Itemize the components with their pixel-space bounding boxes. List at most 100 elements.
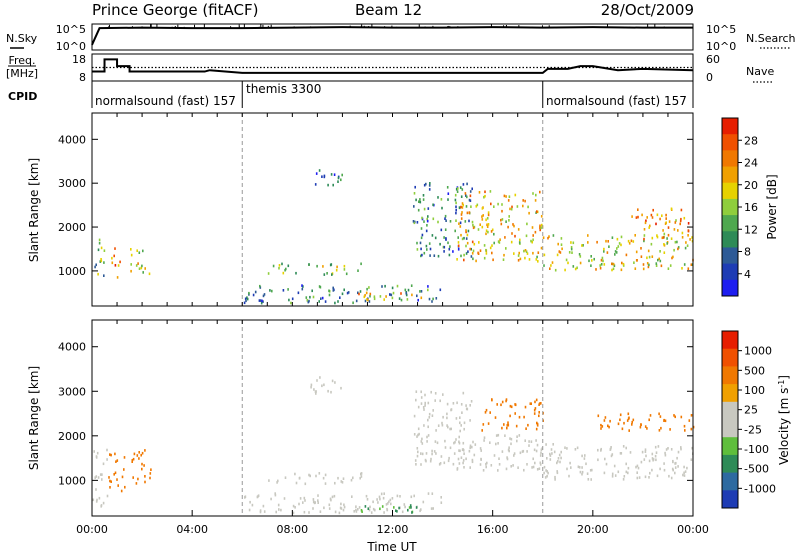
scatter-cell bbox=[577, 465, 580, 469]
nave-label: Nave bbox=[746, 65, 774, 78]
scatter-cell bbox=[347, 291, 350, 294]
colorbar-swatch bbox=[722, 182, 738, 200]
scatter-cell bbox=[666, 242, 668, 245]
scatter-cell bbox=[365, 494, 368, 498]
scatter-cell bbox=[593, 257, 595, 261]
scatter-cell bbox=[556, 470, 558, 473]
scatter-cell bbox=[315, 390, 317, 393]
scatter-cell bbox=[603, 250, 605, 253]
scatter-cell bbox=[398, 297, 401, 300]
scatter-cell bbox=[460, 195, 463, 198]
scatter-cell bbox=[540, 246, 543, 250]
scatter-cell bbox=[687, 229, 690, 232]
scatter-cell bbox=[529, 402, 532, 405]
scatter-cell bbox=[106, 448, 108, 452]
scatter-cell bbox=[335, 268, 338, 272]
scatter-cell bbox=[610, 446, 612, 449]
scatter-cell bbox=[140, 453, 142, 457]
scatter-cell bbox=[611, 453, 614, 456]
scatter-cell bbox=[427, 215, 429, 218]
scatter-cell bbox=[616, 247, 618, 250]
scatter-cell bbox=[384, 284, 386, 288]
scatter-cell bbox=[597, 414, 600, 418]
scatter-cell bbox=[437, 196, 439, 199]
scatter-cell bbox=[316, 264, 318, 268]
scatter-cell bbox=[567, 261, 569, 265]
scatter-cell bbox=[506, 424, 509, 427]
scatter-cell bbox=[538, 411, 540, 414]
scatter-cell bbox=[473, 242, 476, 246]
scatter-cell bbox=[482, 469, 485, 472]
scatter-cell bbox=[287, 288, 289, 291]
scatter-cell bbox=[590, 264, 592, 267]
scatter-cell bbox=[663, 251, 666, 254]
scatter-cell bbox=[109, 479, 111, 483]
scatter-cell bbox=[252, 293, 255, 297]
scatter-cell bbox=[428, 188, 431, 191]
scatter-cell bbox=[498, 463, 501, 466]
scatter-cell bbox=[603, 247, 605, 251]
scatter-cell bbox=[443, 250, 445, 253]
scatter-cell bbox=[535, 398, 538, 402]
scatter-cell bbox=[435, 452, 437, 455]
scatter-cell bbox=[655, 264, 658, 267]
scatter-cell bbox=[540, 226, 542, 230]
scatter-cell bbox=[550, 264, 552, 267]
scatter-cell bbox=[511, 205, 513, 209]
scatter-cell bbox=[144, 449, 146, 452]
scatter-cell bbox=[121, 475, 124, 479]
scatter-cell bbox=[427, 425, 429, 429]
scatter-cell bbox=[502, 258, 505, 261]
scatter-cell bbox=[357, 269, 359, 272]
scatter-cell bbox=[306, 299, 309, 302]
scatter-cell bbox=[141, 462, 143, 466]
scatter-cell bbox=[660, 426, 662, 430]
scatter-cell bbox=[472, 249, 475, 253]
scatter-cell bbox=[481, 218, 484, 221]
scatter-cell bbox=[576, 266, 578, 270]
y-tick-label: 4000 bbox=[58, 341, 86, 354]
scatter-cell bbox=[110, 480, 112, 483]
scatter-cell bbox=[525, 427, 527, 430]
scatter-cell bbox=[611, 236, 614, 239]
scatter-cell bbox=[383, 492, 385, 495]
cpid-segment-2: themis 3300 bbox=[246, 82, 321, 96]
scatter-cell bbox=[681, 231, 684, 235]
scatter-cell bbox=[462, 461, 464, 465]
scatter-cell bbox=[340, 507, 343, 510]
scatter-cell bbox=[244, 496, 246, 499]
scatter-cell bbox=[388, 500, 390, 504]
scatter-cell bbox=[683, 216, 686, 220]
scatter-cell bbox=[559, 251, 562, 254]
scatter-cell bbox=[113, 473, 115, 476]
scatter-cell bbox=[665, 448, 668, 451]
scatter-cell bbox=[292, 504, 295, 508]
scatter-cell bbox=[461, 202, 464, 205]
scatter-cell bbox=[651, 452, 654, 456]
scatter-cell bbox=[466, 211, 469, 215]
scatter-cell bbox=[599, 266, 602, 270]
scatter-cell bbox=[444, 228, 447, 231]
scatter-cell bbox=[548, 235, 550, 238]
scatter-cell bbox=[536, 443, 539, 447]
scatter-cell bbox=[458, 440, 460, 444]
scatter-cell bbox=[462, 391, 465, 395]
scatter-cell bbox=[416, 435, 418, 438]
scatter-cell bbox=[96, 451, 99, 455]
scatter-cell bbox=[407, 288, 410, 292]
scatter-cell bbox=[532, 251, 534, 255]
scatter-cell bbox=[475, 205, 478, 208]
scatter-cell bbox=[609, 447, 612, 451]
scatter-cell bbox=[313, 388, 315, 391]
beam-label: Beam 12 bbox=[355, 1, 422, 19]
scatter-cell bbox=[425, 244, 428, 248]
scatter-cell bbox=[490, 230, 493, 233]
scatter-cell bbox=[527, 205, 529, 209]
scatter-cell bbox=[646, 262, 649, 265]
scatter-cell bbox=[343, 505, 346, 509]
scatter-cell bbox=[533, 412, 536, 415]
scatter-cell bbox=[343, 503, 345, 507]
scatter-cell bbox=[138, 251, 141, 254]
scatter-cell bbox=[484, 194, 486, 198]
scatter-cell bbox=[116, 459, 119, 462]
